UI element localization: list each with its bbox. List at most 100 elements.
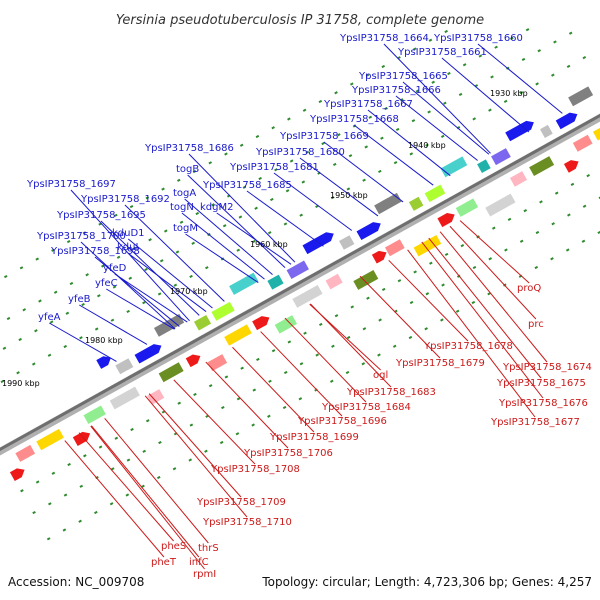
leader-line: [353, 124, 434, 186]
tick-mark: [221, 405, 225, 410]
tick-mark: [6, 316, 11, 321]
leader-line: [299, 157, 379, 217]
tick-mark: [425, 292, 430, 296]
tick-mark: [130, 427, 134, 432]
tick-mark: [148, 238, 152, 242]
gene-block: [292, 284, 323, 308]
gene-label: YpsIP31758_1660: [433, 33, 523, 44]
tick-mark: [365, 73, 370, 77]
gene-block: [286, 260, 309, 279]
tick-mark: [208, 161, 213, 165]
gene-label: YpsIP31758_1695: [56, 210, 146, 221]
tick-mark: [567, 213, 571, 217]
tick-mark: [566, 64, 571, 68]
leader-line: [407, 249, 536, 418]
tick-mark: [298, 397, 303, 401]
gene-label: YpsIP31758_1686: [144, 143, 234, 154]
gene-label: YpsIP31758_1661: [397, 47, 487, 58]
tick-mark: [62, 528, 67, 532]
tick-mark: [350, 305, 355, 309]
gene-block: [224, 324, 252, 346]
gene-label: YpsIP31758_1706: [243, 448, 333, 459]
tick-mark: [429, 261, 433, 265]
tick-mark: [175, 250, 180, 254]
gene-block: [147, 389, 165, 405]
tick-mark: [142, 449, 146, 453]
tick-mark: [46, 537, 51, 541]
forward-label-lines: [49, 43, 563, 362]
kbp-label: 1950 kbp: [330, 191, 368, 200]
tick-mark: [287, 340, 292, 344]
tick-mark: [424, 327, 428, 331]
tick-mark: [256, 357, 260, 362]
tick-mark: [428, 38, 433, 42]
leader-line: [124, 204, 225, 302]
tick-mark: [48, 502, 52, 506]
gene-label: kdgM2: [200, 202, 233, 213]
tick-mark: [321, 141, 325, 146]
tick-mark: [110, 467, 115, 471]
gene-label: YpsIP31758_1680: [255, 147, 345, 158]
tick-mark: [431, 80, 435, 84]
tick-mark: [188, 458, 193, 462]
gene-block: [424, 184, 446, 203]
tick-mark: [535, 82, 539, 86]
leader-line: [284, 317, 367, 403]
accession-text: Accession: NC_009708: [8, 575, 144, 589]
tick-mark: [287, 117, 291, 121]
leader-line: [94, 256, 180, 327]
tick-mark: [172, 467, 177, 471]
tick-mark: [82, 231, 87, 235]
tick-mark: [66, 239, 71, 244]
leader-line: [127, 238, 213, 309]
gene-label: YpsIP31758_1674: [502, 362, 592, 373]
gene-label: YpsIP31758_1708: [210, 464, 300, 475]
leader-line: [383, 43, 491, 154]
tick-mark: [236, 397, 241, 401]
gene-block: [477, 159, 491, 173]
kbp-labels: 1930 kbp 1940 kbp 1950 kbp 1960 kbp 1970…: [2, 89, 528, 388]
tick-mark: [282, 405, 287, 410]
gene-label: YpsIP31758_1710: [202, 517, 292, 528]
kbp-label: 1930 kbp: [490, 89, 528, 98]
gene-block: [491, 148, 511, 166]
tick-mark: [145, 419, 150, 423]
topology-text: Topology: circular; Length: 4,723,306 bp…: [261, 575, 592, 589]
tick-mark: [519, 239, 524, 243]
tick-mark: [334, 314, 339, 318]
gene-label: kduI: [117, 242, 138, 253]
tick-mark: [523, 209, 528, 213]
gene-label: YpsIP31758_1666: [351, 85, 441, 96]
tick-mark: [285, 189, 290, 193]
tick-mark: [83, 454, 87, 458]
tick-mark: [0, 379, 5, 384]
tick-mark: [258, 176, 262, 181]
tick-mark: [378, 318, 382, 322]
tick-mark: [521, 57, 526, 62]
tick-mark: [35, 257, 40, 261]
tick-mark: [581, 239, 586, 243]
tick-mark: [208, 384, 213, 388]
tick-mark: [47, 353, 52, 357]
kbp-label: 1940 kbp: [408, 141, 446, 150]
gene-label: YpsIP31758_1667: [323, 99, 413, 110]
tick-mark: [381, 287, 386, 292]
gene-label: YpsIP31758_1685: [202, 180, 292, 191]
tick-mark: [488, 108, 492, 112]
leader-line: [477, 43, 563, 114]
tick-mark: [224, 152, 228, 156]
tick-mark: [289, 159, 294, 163]
tick-mark: [157, 292, 162, 296]
tick-mark: [413, 270, 417, 274]
tick-mark: [551, 222, 555, 226]
tick-mark: [519, 91, 524, 95]
tick-mark: [444, 252, 449, 257]
tick-mark: [570, 182, 575, 187]
tick-mark: [443, 101, 447, 105]
tick-mark: [98, 445, 103, 449]
leader-line: [78, 432, 174, 542]
leader-line: [449, 225, 537, 320]
tick-mark: [159, 259, 164, 263]
tick-mark: [142, 301, 146, 305]
tick-mark: [192, 169, 197, 174]
